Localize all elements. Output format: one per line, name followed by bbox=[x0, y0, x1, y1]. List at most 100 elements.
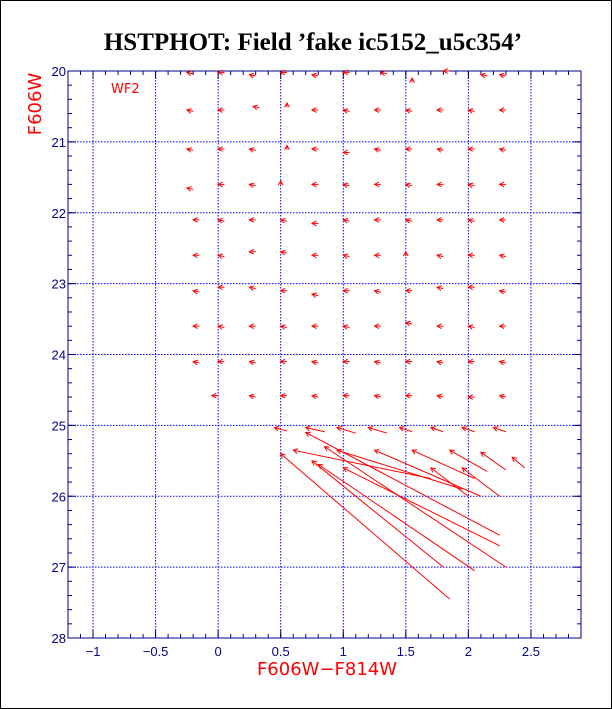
vector-shaft bbox=[324, 446, 507, 568]
vector-shaft bbox=[468, 109, 475, 112]
vector-shaft bbox=[436, 286, 444, 290]
vector-arrow bbox=[217, 217, 225, 224]
vector-arrow bbox=[342, 467, 500, 547]
vector-head bbox=[217, 69, 223, 76]
vector-arrow bbox=[279, 392, 287, 399]
vector-head bbox=[409, 77, 415, 83]
y-tick-label: 26 bbox=[52, 489, 66, 504]
vector-arrow bbox=[498, 72, 507, 79]
vector-shaft bbox=[249, 395, 256, 398]
vector-head bbox=[310, 323, 317, 329]
vector-arrow bbox=[277, 179, 284, 186]
vector-shaft bbox=[218, 325, 225, 329]
y-tick-label: 28 bbox=[52, 631, 66, 646]
vector-head bbox=[342, 253, 349, 259]
vector-shaft bbox=[374, 395, 381, 398]
vector-arrow bbox=[210, 392, 219, 399]
vector-arrow bbox=[467, 108, 475, 114]
vector-shaft bbox=[311, 395, 319, 398]
vector-shaft bbox=[343, 467, 500, 547]
vector-arrow bbox=[217, 146, 225, 152]
vector-head bbox=[498, 72, 505, 79]
vector-arrow bbox=[192, 252, 200, 259]
vector-head bbox=[411, 449, 418, 455]
vector-arrow bbox=[498, 323, 506, 329]
vector-shaft bbox=[317, 463, 475, 572]
vector-arrow bbox=[373, 252, 381, 259]
vector-arrow bbox=[185, 147, 194, 153]
vector-arrow bbox=[279, 287, 287, 294]
vector-arrow bbox=[430, 467, 469, 497]
vector-shaft bbox=[186, 71, 194, 75]
vector-arrow bbox=[480, 451, 507, 471]
vector-head bbox=[210, 392, 217, 399]
vector-head bbox=[342, 149, 348, 156]
vector-head bbox=[436, 107, 442, 113]
vector-head bbox=[430, 467, 436, 473]
vector-shaft bbox=[311, 74, 319, 77]
vector-arrow bbox=[448, 449, 488, 472]
vector-arrow bbox=[192, 359, 200, 366]
vector-head bbox=[217, 358, 223, 365]
vector-arrow bbox=[373, 393, 381, 400]
vector-arrow bbox=[252, 104, 260, 111]
vector-head bbox=[342, 324, 349, 330]
vector-arrow bbox=[248, 285, 256, 291]
vector-arrow bbox=[310, 146, 319, 152]
vector-arrow bbox=[436, 107, 444, 113]
vector-arrow bbox=[436, 253, 444, 259]
vector-head bbox=[248, 182, 255, 189]
vector-arrow bbox=[398, 426, 413, 433]
vector-arrow bbox=[498, 253, 507, 259]
vector-arrow bbox=[273, 425, 288, 432]
vector-shaft bbox=[305, 432, 500, 536]
vector-head bbox=[304, 431, 311, 437]
vector-head bbox=[185, 186, 192, 192]
vector-head bbox=[498, 288, 505, 295]
vector-head bbox=[248, 147, 255, 153]
vector-head bbox=[373, 359, 380, 366]
vector-arrow bbox=[310, 72, 319, 79]
vector-arrow bbox=[367, 425, 388, 434]
vector-head bbox=[217, 107, 223, 113]
vector-arrow bbox=[342, 149, 350, 156]
vector-head bbox=[461, 467, 468, 473]
vector-head bbox=[310, 393, 317, 400]
vector-arrow bbox=[436, 323, 444, 329]
vector-arrow bbox=[467, 284, 475, 291]
vector-shaft bbox=[343, 183, 350, 187]
vector-arrow bbox=[404, 287, 413, 294]
vector-head bbox=[498, 323, 505, 329]
vector-shaft bbox=[480, 74, 488, 77]
vector-head bbox=[342, 217, 349, 224]
vector-head bbox=[404, 287, 411, 294]
vector-arrow bbox=[279, 453, 450, 600]
vector-arrow bbox=[436, 359, 444, 366]
vector-arrow bbox=[404, 358, 413, 365]
vector-arrow bbox=[192, 323, 200, 329]
vector-arrow bbox=[373, 107, 381, 113]
vector-shaft bbox=[499, 290, 507, 293]
vector-head bbox=[467, 394, 474, 400]
vector-shaft bbox=[311, 460, 444, 568]
vector-head bbox=[498, 253, 505, 259]
vector-head bbox=[404, 217, 411, 224]
vector-arrow bbox=[279, 358, 287, 365]
vector-head bbox=[185, 147, 192, 153]
vector-head bbox=[192, 359, 199, 366]
vector-head bbox=[217, 146, 223, 152]
vector-arrow bbox=[498, 181, 506, 188]
vector-head bbox=[279, 358, 286, 365]
vector-shaft bbox=[280, 325, 288, 329]
vector-shaft bbox=[436, 361, 444, 364]
vector-head bbox=[284, 101, 290, 108]
vector-head bbox=[192, 323, 198, 329]
vector-head bbox=[373, 217, 380, 223]
vector-arrow bbox=[342, 324, 350, 330]
vector-head bbox=[342, 467, 349, 473]
vector-shaft bbox=[305, 427, 325, 433]
vector-arrow bbox=[310, 359, 319, 366]
vector-shaft bbox=[218, 219, 225, 222]
vector-arrow bbox=[436, 181, 444, 188]
